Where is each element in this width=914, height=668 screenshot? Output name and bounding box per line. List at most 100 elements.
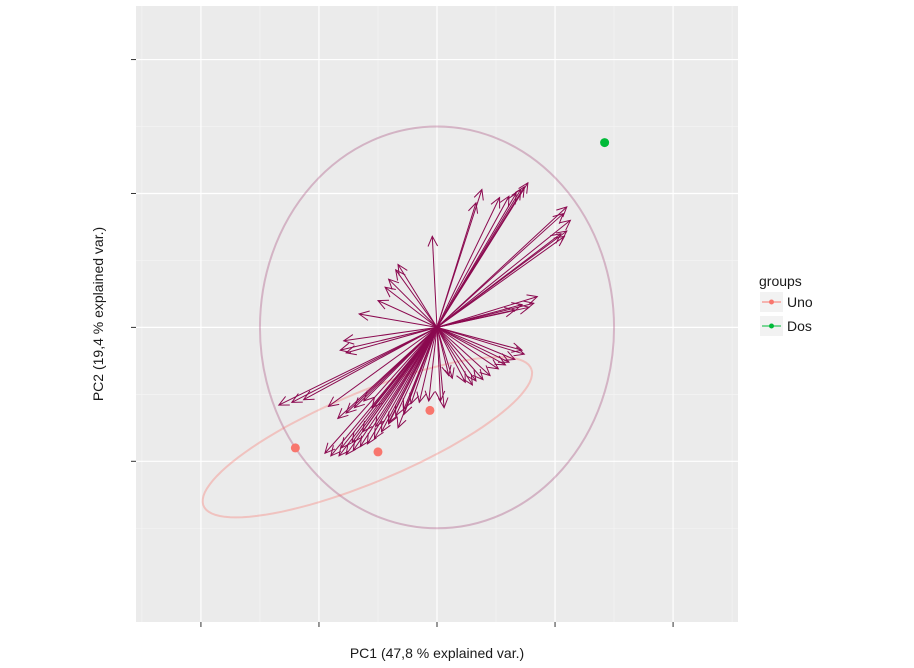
arrow-head [277,396,290,406]
group-ellipse-uno [201,355,534,519]
arrow-shaft [436,327,466,383]
loading-arrow [416,327,438,404]
loading-arrow [436,192,517,328]
arrow-shaft [436,193,517,328]
arrow-head [518,304,531,315]
loading-arrow [436,219,572,328]
loading-arrow [427,235,439,328]
arrow-shaft [337,327,438,419]
arrow-head [402,403,413,416]
loading-arrow [277,326,438,406]
arrow-shaft [436,213,564,328]
loading-arrow [371,327,438,409]
data-point-dos [600,138,610,148]
arrow-shaft [436,197,501,328]
loading-arrow [388,327,438,424]
arrow-shaft [431,236,438,328]
data-point-uno [373,447,383,457]
arrow-shaft [436,326,499,370]
arrow-shaft [436,233,562,328]
loading-arrow [344,326,438,356]
arrow-shaft [291,326,438,403]
loading-arrow [436,326,511,363]
correlation-circle [258,125,616,530]
arrow-head [338,445,350,457]
arrow-head [327,396,340,408]
arrow-head [552,212,565,224]
arrow-head [388,411,398,424]
legend-title: groups [759,273,802,289]
arrow-shaft [374,327,438,439]
loading-arrow [436,327,484,381]
arrow-shaft [340,326,438,351]
arrow-shaft [384,286,438,328]
arrow-head [441,364,452,377]
arrow-shaft [343,326,438,342]
y-axis-title: PC2 (19,4 % explained var.) [90,227,106,401]
loading-arrow [436,201,479,328]
major-grid [136,6,738,622]
arrow-shaft [278,326,438,406]
legend-key-dot-uno [769,299,774,305]
arrow-shaft [436,326,525,355]
arrow-head [499,195,510,208]
arrow-head [351,431,362,444]
arrow-head [468,201,479,214]
arrow-head [444,367,455,380]
arrow-shaft [436,195,510,328]
group-ellipse-layer [201,355,534,519]
loading-arrow [436,195,510,328]
arrow-head [556,206,568,218]
arrow-head [511,302,524,313]
arrow-shaft [377,300,438,328]
arrow-shaft [436,326,516,360]
loading-arrow [436,327,466,384]
arrow-head [518,181,529,194]
loading-arrow [436,327,474,386]
loading-arrow [436,212,565,328]
arrow-head [384,286,396,298]
arrow-head [395,268,406,281]
arrow-shaft [362,327,438,433]
arrow-head [302,390,315,401]
arrow-shaft [436,219,571,328]
arrow-shaft [436,327,491,376]
arrow-head [437,397,449,409]
loading-arrow [374,327,438,428]
arrow-shaft [371,327,438,409]
arrow-head [357,310,370,321]
loading-arrow [302,326,438,401]
loading-arrow [361,327,438,433]
arrow-head [345,443,357,456]
arrow-head [490,196,501,209]
arrow-shaft [436,327,450,376]
loading-arrow [436,294,539,328]
arrow-head [371,396,383,409]
arrow-head [553,235,566,247]
arrow-shaft [436,202,477,328]
loading-arrow [436,307,517,328]
loading-arrow [376,299,438,328]
arrow-head [324,442,336,455]
arrow-shaft [403,327,438,415]
arrow-shaft [352,327,438,451]
arrow-shaft [436,309,516,328]
arrow-shaft [436,326,523,351]
data-point-uno [290,443,300,453]
arrow-head [526,294,539,305]
arrow-head [336,408,349,420]
arrow-shaft [359,313,438,328]
legend-label-uno: Uno [787,294,813,310]
arrow-shaft [303,326,438,401]
arrow-head [479,365,491,377]
arrow-head [466,370,477,382]
loading-arrow [436,327,449,409]
legend-label-dos: Dos [787,318,812,334]
x-axis-title: PC1 (47,8 % explained var.) [350,645,524,661]
legend-key-dot-dos [769,323,774,329]
arrow-head [342,334,355,345]
arrow-head [511,188,522,201]
arrow-shaft [436,326,506,366]
arrow-head [473,188,484,201]
arrow-head [374,415,386,428]
